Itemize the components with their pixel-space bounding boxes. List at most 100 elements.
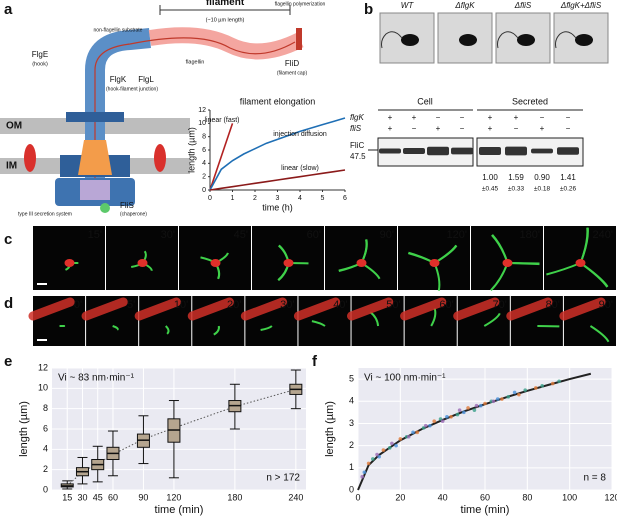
micrograph [179,226,251,290]
x-axis-label: time (min) [461,504,510,516]
substrate-chain [94,37,296,190]
cell-fluor [137,259,148,267]
cell-fluor [356,259,367,267]
cell-fluor [283,259,294,267]
stator [154,144,166,172]
x-tick-label: 90 [138,492,148,502]
point [440,419,445,424]
point [455,412,460,417]
point [457,408,462,412]
genotype-sign: − [566,113,571,122]
time-label: 0' [74,299,82,311]
y-tick-label: 10 [38,383,48,393]
point [517,392,521,397]
y-tick-label: 4 [202,160,206,167]
diagram-label: FliS [120,201,134,210]
diagram-label: FlgK [110,75,127,84]
diagram-label: flagellin polymerization [275,1,326,7]
cell-fluor [293,297,341,321]
filament-fluor [213,325,220,336]
x-tick-label: 3 [276,195,280,202]
y-tick-label: 6 [202,147,206,154]
filament-fluor [165,325,170,335]
fit-line [66,388,296,487]
point [381,448,386,452]
micrograph [471,226,543,290]
cell-fluor [575,259,586,267]
annotation: Vi ~ 83 nm·min⁻¹ [58,373,135,384]
point [512,390,517,395]
micrograph [106,226,178,290]
y-tick-label: 4 [349,396,354,406]
filament-fluor [483,312,501,327]
gel [377,109,584,167]
time-label: 240' [593,229,613,241]
diagram-label: non-flagellin substrate [94,27,143,33]
cell-body [459,34,477,46]
diagram-label: FlgE [32,50,48,59]
diagram-label: (hook) [32,61,48,67]
x-tick-label: 40 [438,492,448,502]
genotype-sign: − [436,113,441,122]
diagram-label: FlgL [138,75,154,84]
point [449,415,453,419]
micrograph [33,226,105,290]
panel-label: b [364,1,373,18]
quantification: 1.59 [508,173,524,182]
export-gate [78,140,112,175]
point [523,388,528,392]
panel-label: f [312,353,318,370]
time-label: 30' [280,299,294,311]
x-tick-label: 60 [480,492,490,502]
point [387,446,392,450]
point [390,441,394,446]
gel-band [451,147,473,155]
chart-title: filament elongation [240,96,316,106]
y-tick-label: 1 [349,462,354,472]
y-tick-label: 6 [43,423,48,433]
cell-fluor [347,297,394,321]
point [432,419,437,424]
gel-band [557,147,579,155]
series-line [209,117,346,191]
micrograph [398,226,470,290]
diagram-label: FliD [285,59,299,68]
time-label: 5' [127,299,135,311]
point [394,443,398,448]
x-tick-label: 60 [108,492,118,502]
quantification-error: ±0.18 [534,186,551,193]
genotype-sign: + [488,113,493,122]
time-label: 15' [88,229,102,241]
point [472,408,477,412]
point [557,379,561,384]
quantification: 0.90 [534,173,550,182]
cell-fluor [187,297,234,321]
x-tick-label: 1 [231,195,235,202]
x-tick-label: 0 [355,492,360,502]
annotation: n > 172 [266,473,300,484]
point [366,461,371,466]
genotype-sign: + [488,124,493,133]
annotation: n = 8 [583,473,606,484]
time-label: 10' [174,299,188,311]
genotype-label: fliS [350,124,362,133]
y-tick-label: 0 [349,484,354,494]
cell-fluor [81,297,128,321]
gel-band [427,146,449,156]
stator [24,144,36,172]
diagram-label: (~10 µm length) [206,17,245,23]
panel-label: c [4,231,12,248]
gel-header: Secreted [512,96,548,106]
micrograph [544,226,616,290]
diagram-a [0,5,304,213]
cell-fluor [64,259,75,267]
cell-fluor [506,297,553,321]
panel-label: d [4,295,13,312]
point [478,403,483,408]
point [462,410,466,415]
diagram-label: OM [6,121,22,132]
time-label: 50' [386,299,400,311]
x-axis-label: time (h) [262,202,293,212]
time-label: 30' [161,229,175,241]
filament-bracket [159,5,291,15]
